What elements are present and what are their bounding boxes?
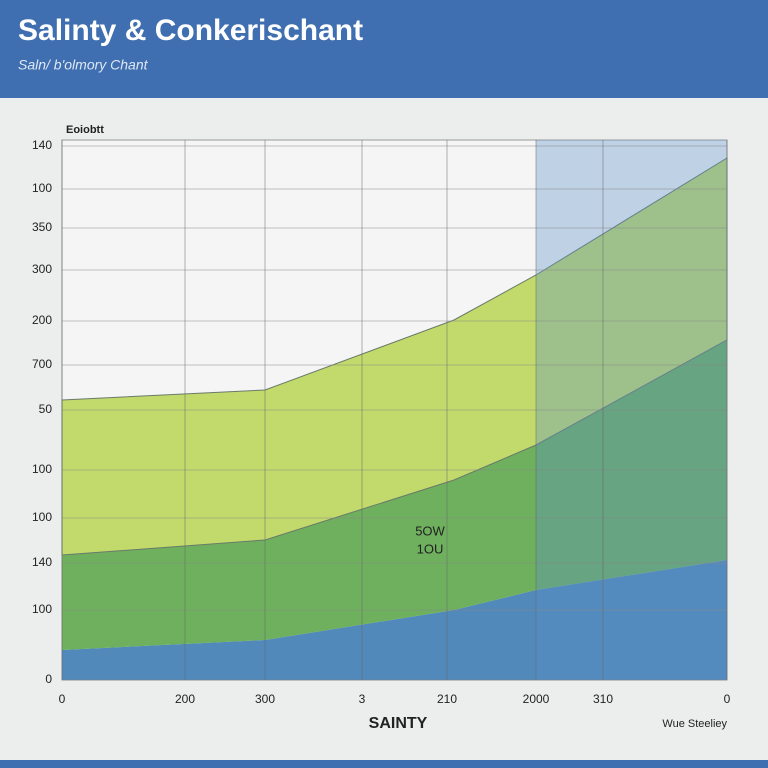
x-tick-label: 0: [724, 692, 731, 706]
y-tick-label: 140: [32, 555, 52, 569]
chart-title: Salinty & Conkerischant: [18, 14, 363, 47]
x-tick-label: 0: [59, 692, 66, 706]
x-tick-label: 310: [593, 692, 613, 706]
chart-subtitle: Saln/ b'olmory Chant: [18, 57, 149, 73]
y-tick-label: 200: [32, 313, 52, 327]
corner-label: Wue Steeliey: [662, 718, 727, 730]
y-tick-label: 100: [32, 602, 52, 616]
y-tick-label: 100: [32, 462, 52, 476]
x-tick-label: 300: [255, 692, 275, 706]
x-tick-label: 3: [359, 692, 366, 706]
y-tick-label: 100: [32, 181, 52, 195]
x-axis-label: SAINTY: [369, 715, 428, 732]
y-tick-label: 350: [32, 220, 52, 234]
annotation: 1OU: [417, 541, 444, 556]
plot-area: [61, 139, 728, 681]
y-tick-label: 0: [45, 672, 52, 686]
y-tick-label: 100: [32, 510, 52, 524]
y-tick-label: 50: [39, 402, 53, 416]
y-tick-label: 300: [32, 262, 52, 276]
area: [62, 340, 727, 650]
y-tick-label: 140: [32, 138, 52, 152]
x-tick-label: 200: [175, 692, 195, 706]
y-tick-label: 700: [32, 357, 52, 371]
footer-band: [0, 760, 768, 768]
annotation: 5OW: [415, 523, 445, 538]
x-tick-label: 2000: [523, 692, 550, 706]
header: [0, 0, 768, 98]
y-axis-label: Eoiobtt: [66, 124, 104, 136]
area: [62, 560, 727, 680]
x-tick-label: 210: [437, 692, 457, 706]
